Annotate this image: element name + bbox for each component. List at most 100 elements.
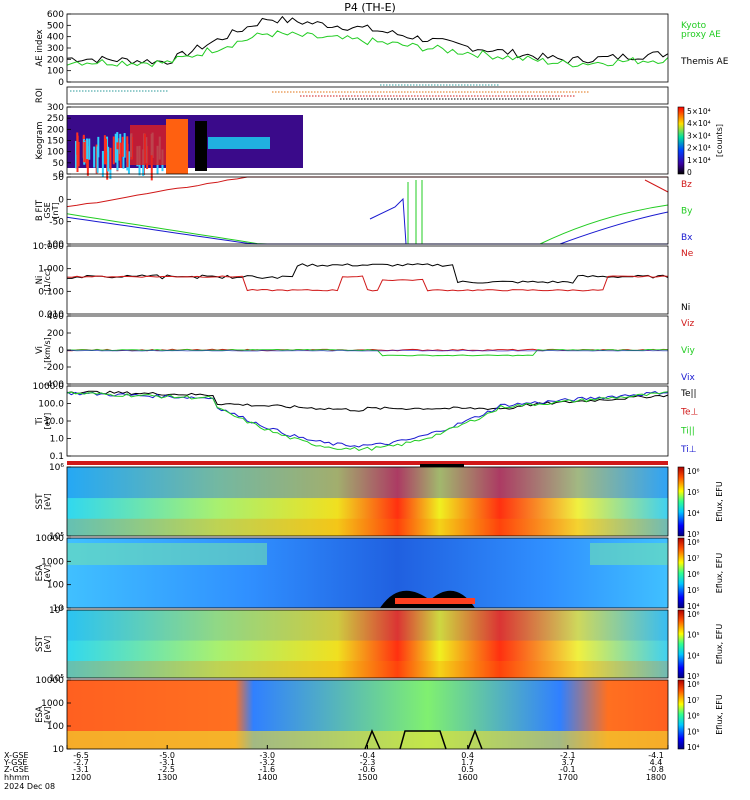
colorbar-scale — [677, 466, 685, 537]
colorbar-cb-esa2: 10⁸ 10⁷ 10⁶ 10⁵ 10⁴ Eflux, EFU — [677, 679, 724, 752]
sst2-spectrogram — [67, 610, 668, 678]
x-tick-label: -0.8 — [648, 765, 664, 774]
by-line — [66, 213, 668, 245]
y-axis-label: Ni — [35, 276, 45, 285]
legend-label: Te|| — [680, 389, 697, 399]
keogram-streak — [75, 141, 78, 169]
colorbar-tick: 4×10⁴ — [687, 119, 711, 128]
y-tick-label: 600 — [47, 10, 64, 20]
colorbar-tick: 10⁵ — [687, 727, 700, 736]
y-tick-label: 10.000 — [33, 242, 65, 252]
colorbar-tick: 10⁴ — [687, 602, 700, 611]
y-tick-label: 100 — [47, 148, 64, 158]
panel-frame — [66, 609, 669, 679]
legend-label: Ne — [681, 249, 694, 259]
colorbar-tick: 0 — [687, 168, 692, 177]
keogram-streak — [123, 133, 126, 158]
x-tick-label: 1.7 — [461, 758, 474, 767]
bx-line — [66, 216, 668, 245]
y-axis-label: [km/s] — [43, 337, 52, 363]
y-tick-label: 0.100 — [38, 287, 64, 297]
colorbar-tick: 10³ — [687, 672, 700, 681]
x-row-label: Y-GSE — [3, 758, 27, 767]
y-tick-label: 50 — [53, 159, 65, 169]
colorbar-tick: 10⁵ — [687, 631, 700, 640]
colorbar-tick: 10⁵ — [687, 488, 700, 497]
y-tick-label: 10000 — [35, 534, 64, 544]
colorbar-label: Eflux, EFU — [715, 694, 724, 735]
y-tick-label: 1.0 — [50, 435, 65, 445]
ae-series-1 — [66, 30, 669, 68]
y-tick-label: 200 — [47, 125, 64, 135]
y-axis-label: [eV] — [43, 636, 52, 653]
y-tick-label: 10⁶ — [49, 463, 64, 473]
legend-label: Vix — [681, 373, 695, 383]
colorbar-label: Eflux, EFU — [715, 624, 724, 665]
colorbar-tick: 10⁴ — [687, 651, 700, 660]
keogram-streak — [76, 147, 79, 173]
keogram-streak — [116, 149, 119, 171]
legend-label: By — [681, 207, 693, 217]
colorbar-cb-sst2: 10⁶ 10⁵ 10⁴ 10³ Eflux, EFU — [677, 609, 724, 681]
y-tick-label: 0 — [58, 78, 64, 88]
keogram-aurora — [166, 119, 188, 174]
x-tick-label: -4.1 — [648, 751, 664, 760]
colorbar-scale — [677, 106, 685, 175]
quality-bar — [67, 461, 668, 465]
ni-line — [67, 263, 669, 284]
y-tick-label: 500 — [47, 21, 64, 31]
keogram-streak — [119, 142, 122, 168]
y-axis-label: ROI — [35, 88, 45, 103]
x-row-label: X-GSE — [4, 751, 29, 760]
keogram-streak — [112, 136, 115, 165]
colorbar-tick: 10⁷ — [687, 696, 700, 705]
keogram-streak — [109, 147, 112, 170]
colorbar-label: [counts] — [715, 124, 724, 157]
sst2-upper-band — [67, 610, 668, 641]
colorbar-scale — [677, 537, 685, 609]
figure-title: P4 (TH-E) — [344, 1, 396, 14]
y-tick-label: 0.1 — [50, 452, 64, 462]
panel-ti: 1000.0 100.0 10.0 1.0 0.1 Ti[eV] Te|| Te⊥ Ti|| Ti… — [33, 382, 699, 462]
colorbar-tick: 10⁴ — [687, 743, 700, 752]
x-tick-label: 0.4 — [461, 751, 474, 760]
y-tick-label: 100 — [47, 581, 64, 591]
y-tick-label: 0 — [58, 195, 64, 205]
colorbar-tick: 5×10⁴ — [687, 107, 711, 116]
legend-label: Viy — [681, 346, 695, 356]
bz-line — [66, 176, 668, 208]
colorbar-cb-esa1: 10⁸ 10⁷ 10⁶ 10⁵ 10⁴ Eflux, EFU — [677, 537, 724, 611]
x-tick-label: -0.6 — [360, 765, 376, 774]
colorbar-tick: 10⁶ — [687, 570, 700, 579]
panel-sst2: 10⁶ 10⁵ SST[eV] — [35, 606, 669, 684]
y-tick-label: 300 — [47, 103, 64, 113]
colorbar-scale — [677, 679, 685, 750]
y-axis-label: [eV] — [43, 493, 52, 510]
by-line-end — [539, 204, 669, 245]
y-tick-label: 400 — [47, 312, 64, 322]
sst2-lower-band — [67, 661, 668, 678]
x-tick-label: 1300 — [157, 773, 177, 782]
y-tick-label: 400 — [47, 33, 64, 43]
colorbar-label: Eflux, EFU — [715, 553, 724, 594]
x-tick-label: 1200 — [71, 773, 91, 782]
panel-frame — [66, 537, 669, 609]
x-tick-label: 3.7 — [561, 758, 574, 767]
y-tick-label: -100 — [44, 240, 65, 250]
x-tick-label: 1500 — [357, 773, 377, 782]
colorbar-tick: 3×10⁴ — [687, 131, 711, 140]
y-tick-label: 0 — [58, 170, 64, 180]
panel-frame — [66, 466, 669, 537]
keogram-streak — [93, 146, 96, 168]
colorbar-tick: 2×10⁴ — [687, 144, 711, 153]
y-tick-label: 10000 — [35, 676, 64, 686]
y-axis-label: ESA — [35, 564, 45, 581]
keogram-band — [208, 137, 270, 149]
keogram-streak — [150, 151, 153, 181]
y-axis-label: Ti — [35, 417, 45, 425]
sst1-lower-band — [67, 518, 668, 536]
